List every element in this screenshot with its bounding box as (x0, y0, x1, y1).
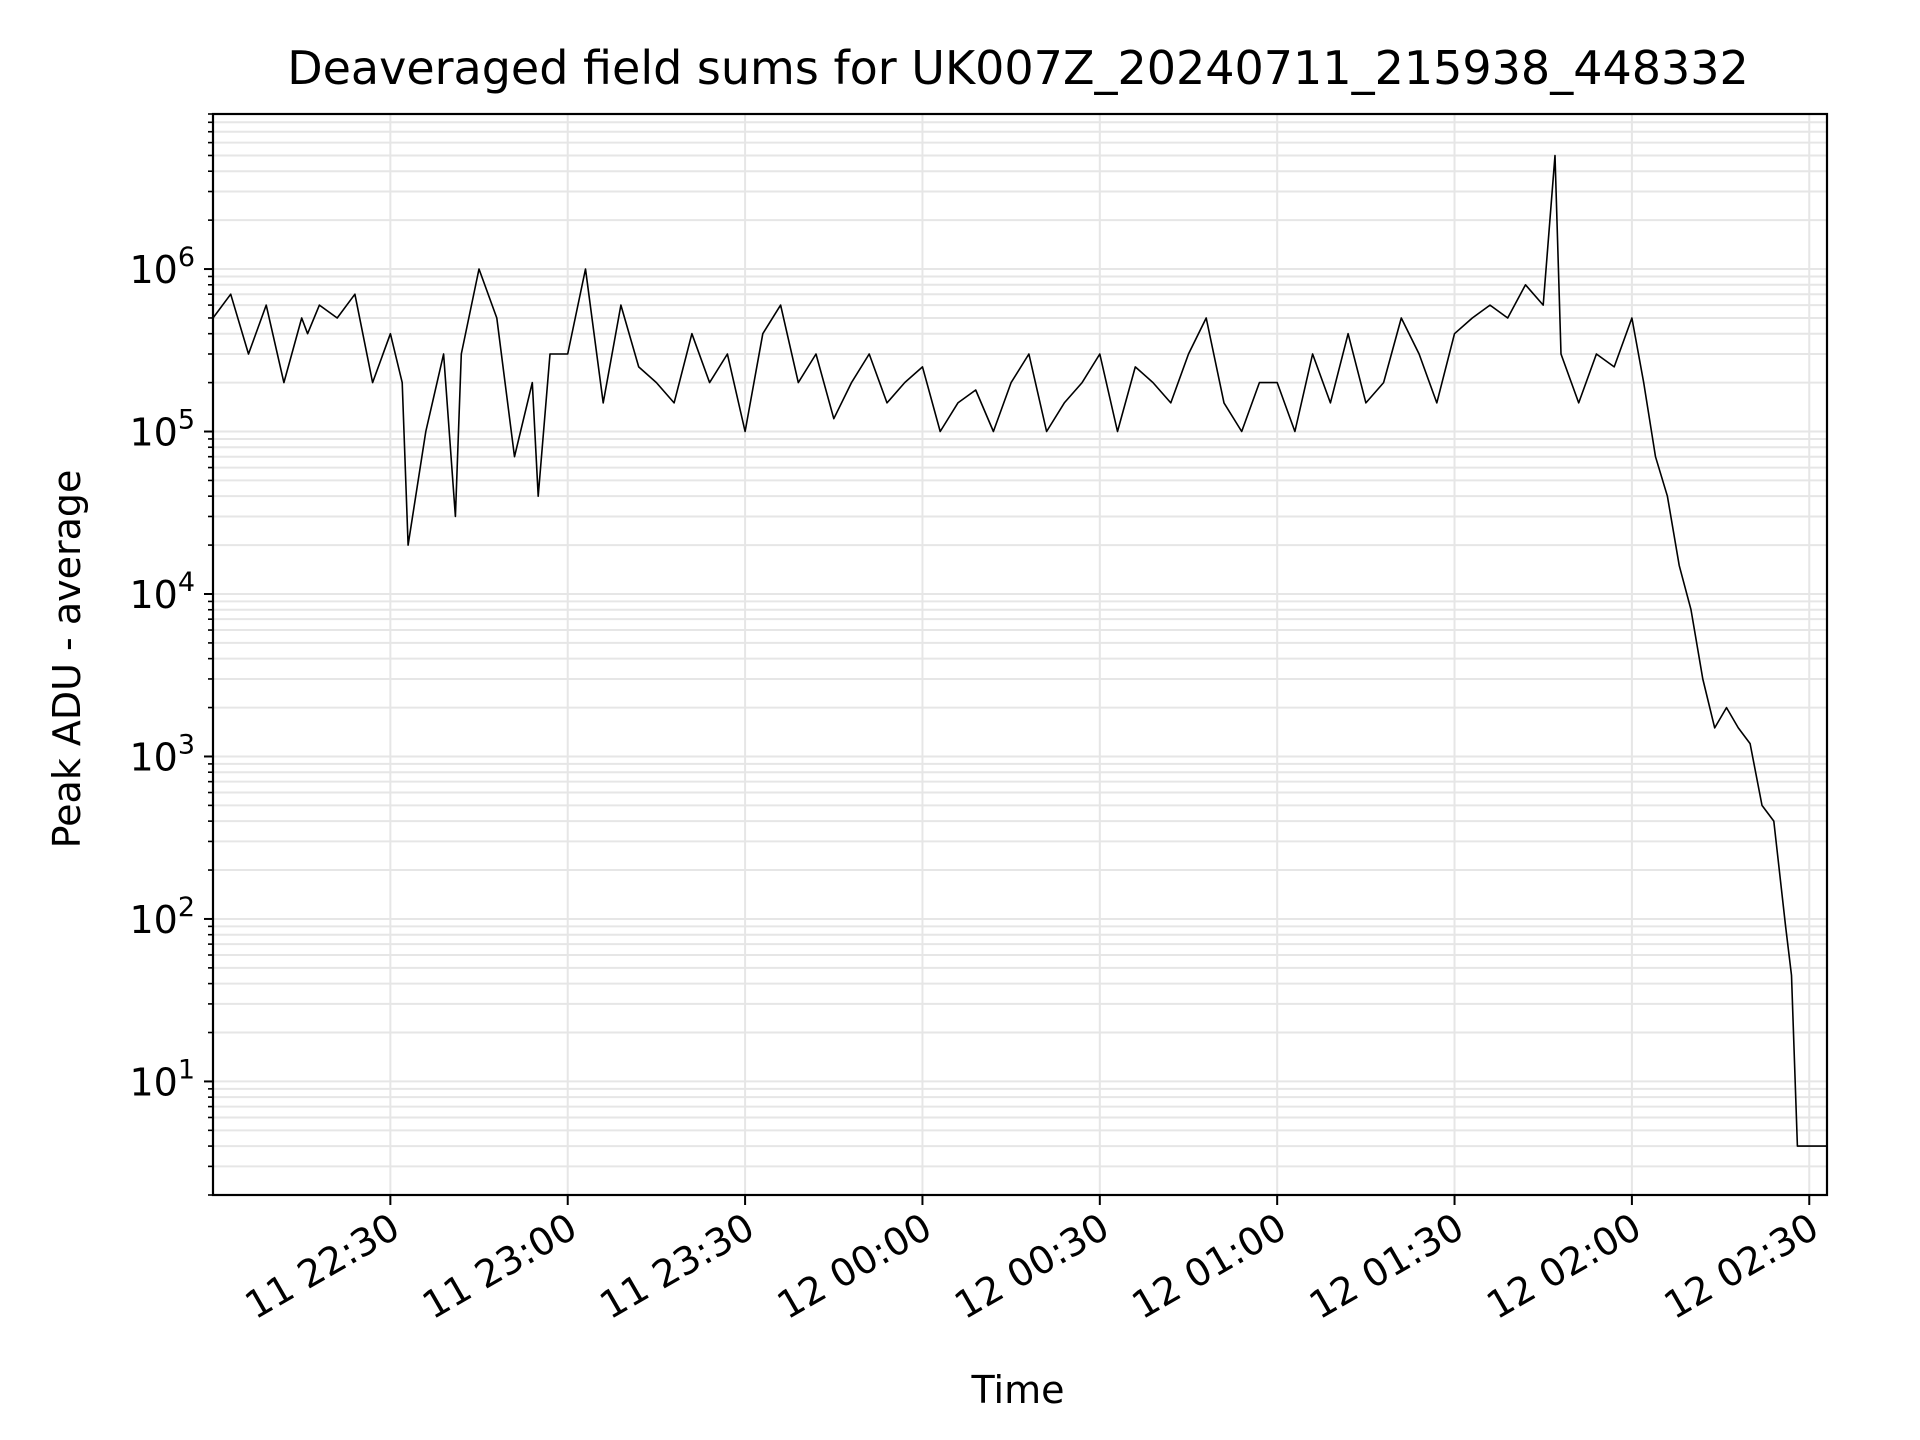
grid-layer (213, 113, 1827, 1196)
y-tick-exponent: 2 (178, 892, 195, 923)
y-tick-label: 106 (129, 242, 195, 292)
y-tick-exponent: 3 (178, 729, 195, 760)
y-tick-base: 10 (129, 248, 177, 292)
y-tick-label: 103 (129, 729, 195, 779)
y-tick-label: 101 (129, 1054, 195, 1104)
series-layer (212, 154, 1827, 1147)
y-axis-title: Peak ADU - average (45, 470, 89, 849)
y-tick-base: 10 (129, 573, 177, 617)
y-tick-base: 10 (129, 735, 177, 779)
y-tick-base: 10 (129, 898, 177, 942)
y-tick-exponent: 5 (178, 405, 195, 436)
y-tick-label: 104 (129, 567, 195, 617)
tick-layer (204, 113, 1811, 1205)
chart-title: Deaveraged field sums for UK007Z_2024071… (287, 41, 1749, 95)
y-tick-label: 102 (129, 892, 195, 942)
y-tick-exponent: 4 (178, 567, 195, 598)
y-tick-label: 105 (129, 405, 195, 455)
y-tick-base: 10 (129, 1060, 177, 1104)
plot-frame (211, 112, 1829, 1197)
y-tick-base: 10 (129, 411, 177, 455)
y-tick-exponent: 6 (178, 242, 195, 273)
y-tick-exponent: 1 (178, 1054, 195, 1085)
x-axis-title: Time (971, 1368, 1065, 1412)
series-line (212, 154, 1827, 1147)
